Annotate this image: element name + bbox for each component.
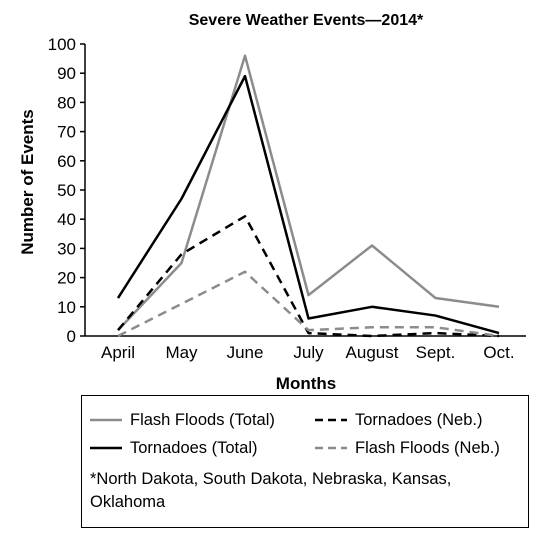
footnote: *North Dakota, South Dakota, Nebraska, K… [90,470,452,511]
legend-label: Tornadoes (Total) [130,439,258,457]
x-tick-label: July [293,343,324,362]
legend-swatch-tornadoes-neb [315,418,347,422]
x-tick-label: June [227,343,264,362]
legend-label: Flash Floods (Total) [130,411,275,429]
y-tick-label: 60 [57,152,76,171]
legend-swatch-flash-floods-neb [315,446,347,450]
legend-swatch-tornadoes-total [90,446,122,450]
y-tick-label: 80 [57,93,76,112]
x-tick-label: Sept. [416,343,456,362]
x-tick-label: May [165,343,198,362]
y-tick-label: 0 [67,327,76,346]
series-lines [116,54,500,338]
chart-title: Severe Weather Events—2014* [189,12,424,29]
series-line-flash-floods-neb [117,270,500,338]
y-tick-label: 10 [57,298,76,317]
line-chart: Severe Weather Events—2014* Number of Ev… [18,12,526,393]
y-tick-label: 30 [57,239,76,258]
x-tick-label: August [346,343,399,362]
legend-label: Tornadoes (Neb.) [355,411,483,429]
series-line-tornadoes-total [116,74,500,335]
y-tick-label: 50 [57,181,76,200]
x-tick-label: April [101,343,135,362]
y-axis-ticks: 0 10 20 30 40 50 60 70 80 90 100 [48,35,85,346]
y-tick-label: 100 [48,35,76,54]
y-tick-label: 70 [57,123,76,142]
x-axis-ticks: April May June July August Sept. Oct. [101,343,515,362]
y-tick-label: 40 [57,210,76,229]
x-tick-label: Oct. [483,343,514,362]
legend: Flash Floods (Total) Tornadoes (Total) T… [81,395,529,528]
y-axis-label: Number of Events [18,109,37,254]
legend-label: Flash Floods (Neb.) [355,439,500,457]
legend-swatch-flash-floods-total [90,418,122,422]
y-tick-label: 20 [57,269,76,288]
y-tick-label: 90 [57,64,76,83]
x-axis-label: Months [276,374,336,393]
series-line-tornadoes-neb [117,215,500,338]
series-line-flash-floods-total [117,54,500,332]
